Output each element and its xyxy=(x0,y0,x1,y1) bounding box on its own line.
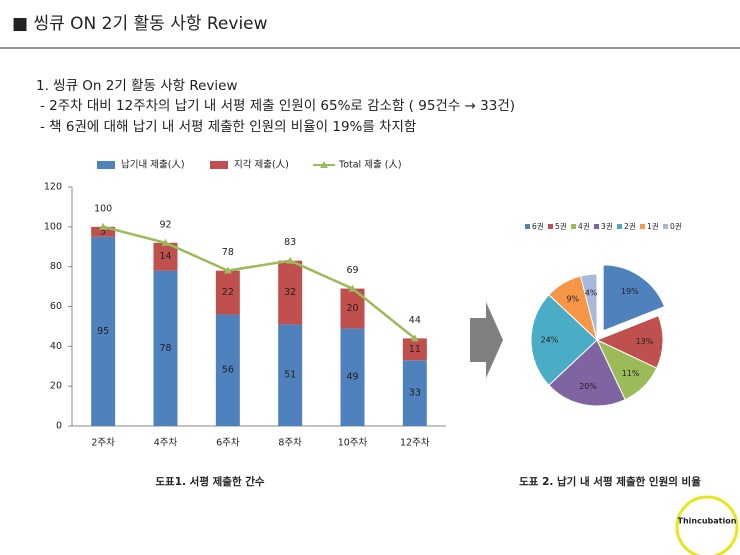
heading: 1. 씽큐 On 2기 활동 사항 Review xyxy=(36,78,238,94)
caption: 도표 2. 납기 내 서평 제출한 인원의 비율 xyxy=(519,475,701,488)
legend-swatch xyxy=(617,224,622,229)
data-label: 100 xyxy=(94,203,112,214)
slice-label: 11% xyxy=(622,369,640,378)
data-label: 44 xyxy=(409,315,421,326)
slice-label: 4% xyxy=(585,288,598,297)
data-label: 56 xyxy=(222,365,234,376)
bar-segment xyxy=(215,314,240,426)
y-tick-label: 80 xyxy=(50,261,62,272)
data-label: 32 xyxy=(284,287,296,298)
legend-label: 6권 xyxy=(532,222,544,231)
total-line xyxy=(102,225,416,340)
legend-swatch xyxy=(525,224,530,229)
y-tick-label: 120 xyxy=(44,182,62,193)
y-tick-label: 0 xyxy=(56,421,62,432)
line-marker xyxy=(223,266,232,274)
line-marker xyxy=(348,284,357,292)
slice-label: 9% xyxy=(566,295,579,304)
legend-swatch xyxy=(210,161,228,169)
legend-swatch xyxy=(663,224,668,229)
data-label: 78 xyxy=(222,247,234,258)
data-label: 5 xyxy=(100,226,106,237)
pie-slice xyxy=(579,273,598,341)
x-tick-label: 8주차 xyxy=(278,437,302,449)
data-label: 11 xyxy=(409,344,421,355)
arrow xyxy=(470,302,503,378)
bar-segment xyxy=(91,236,116,426)
legend-swatch xyxy=(97,161,115,169)
y-tick-label: 20 xyxy=(50,381,62,392)
bar-segment xyxy=(215,270,240,315)
slice-label: 19% xyxy=(621,287,639,296)
legend-swatch xyxy=(548,224,553,229)
line-marker xyxy=(410,334,419,342)
legend-marker xyxy=(320,161,328,168)
legend-swatch xyxy=(594,224,599,229)
bar-segment xyxy=(278,260,303,325)
bar-segment xyxy=(278,324,303,426)
legend-label: 2권 xyxy=(624,222,636,231)
slice-label: 13% xyxy=(636,337,654,346)
line-marker xyxy=(99,222,108,230)
line-marker xyxy=(286,256,295,264)
legend-label: 0권 xyxy=(670,222,682,231)
caption: 도표1. 서평 제출한 간수 xyxy=(155,475,265,488)
bar-segment xyxy=(340,328,365,426)
y-tick-label: 60 xyxy=(50,301,62,312)
y-tick-label: 40 xyxy=(50,341,62,352)
bullet: - 책 6권에 대해 납기 내 서평 제출한 인원의 비율이 19%를 차지함 xyxy=(40,119,416,135)
pie-slice xyxy=(530,294,598,386)
legend-label: 납기내 제출(人) xyxy=(121,160,185,171)
bar-segment xyxy=(153,270,178,426)
legend-label: 지각 제출(人) xyxy=(234,159,289,171)
data-label: 33 xyxy=(409,388,421,399)
x-tick-label: 2주차 xyxy=(91,437,115,449)
data-label: 69 xyxy=(346,265,358,276)
legend-swatch xyxy=(640,224,645,229)
data-label: 95 xyxy=(97,326,109,337)
x-tick-label: 6주차 xyxy=(216,437,240,449)
data-label: 78 xyxy=(159,343,171,354)
data-label: 14 xyxy=(159,251,171,262)
logo-ring xyxy=(675,495,739,555)
data-label: 22 xyxy=(222,287,234,298)
bar-segment xyxy=(402,338,427,361)
pie-slice xyxy=(602,264,666,332)
slide-title: ■ 씽큐 ON 2기 활동 사항 Review xyxy=(12,14,268,34)
bullet: - 2주차 대비 12주차의 납기 내 서평 제출 인원이 65%로 감소함 (… xyxy=(40,98,515,114)
legend-label: 4권 xyxy=(578,222,590,231)
legend-label: 3권 xyxy=(601,222,613,231)
x-tick-label: 12주차 xyxy=(400,437,430,449)
legend-swatch xyxy=(571,224,576,229)
x-tick-label: 10주차 xyxy=(338,437,368,449)
data-label: 20 xyxy=(346,303,358,314)
logo-text: Thincubation xyxy=(678,517,737,526)
y-tick-label: 100 xyxy=(44,221,62,232)
legend-label: Total 제출 (人) xyxy=(338,160,402,171)
data-label: 83 xyxy=(284,237,296,248)
legend-label: 5권 xyxy=(555,222,567,231)
pie-slice xyxy=(548,339,626,407)
slice-label: 24% xyxy=(541,336,559,345)
x-tick-label: 4주차 xyxy=(154,437,178,449)
line-marker xyxy=(161,238,170,246)
data-label: 49 xyxy=(346,372,358,383)
data-label: 51 xyxy=(284,370,296,381)
slice-label: 20% xyxy=(579,382,597,391)
bar-segment xyxy=(91,226,116,237)
legend-label: 1권 xyxy=(647,222,659,231)
data-label: 92 xyxy=(159,219,171,230)
bar-segment xyxy=(402,360,427,426)
